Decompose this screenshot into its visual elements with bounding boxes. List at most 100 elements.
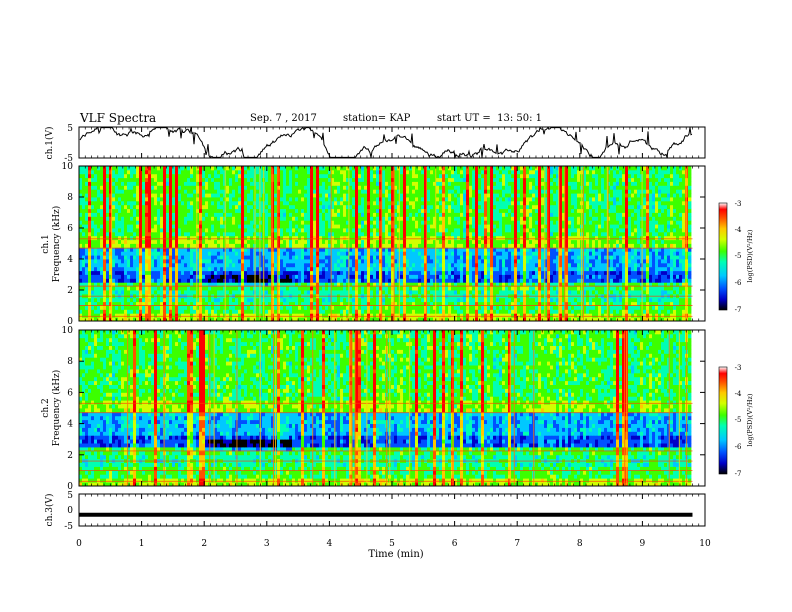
spectrogram-cell — [325, 309, 329, 314]
spectrogram-cell — [238, 305, 242, 310]
spectrogram-cell — [364, 255, 368, 260]
spectrogram-cell — [241, 278, 245, 283]
spectrogram-cell — [553, 305, 557, 310]
spectrogram-cell — [307, 251, 311, 256]
spectrogram-cell — [280, 266, 284, 272]
spectrogram-cell — [178, 317, 182, 322]
spectrogram-cell — [682, 259, 686, 264]
spectrogram-cell — [661, 235, 665, 241]
spectrogram-cell — [568, 286, 572, 291]
spectrogram-cell — [115, 286, 119, 291]
spectrogram-cell — [94, 274, 98, 279]
spectrogram-cell — [193, 239, 197, 244]
spectrogram-cell — [145, 255, 149, 260]
spectrogram-cell — [421, 282, 425, 287]
spectrogram-cell — [247, 228, 251, 233]
spectrogram-cell — [163, 286, 167, 291]
spectrogram-cell — [256, 313, 260, 318]
spectrogram-cell — [469, 305, 473, 310]
spectrogram-cell — [292, 274, 296, 279]
spectrogram-cell — [355, 270, 359, 275]
spectrogram-cell — [523, 259, 527, 264]
spectrogram-cell — [334, 305, 338, 310]
spectrogram-cell — [220, 301, 224, 306]
spectrogram-cell — [355, 278, 359, 283]
spectrogram-cell — [325, 278, 329, 283]
spectrogram-cell — [346, 262, 350, 268]
spectrogram-cell — [520, 278, 524, 283]
spectrogram-cell — [334, 239, 338, 244]
spectrogram-cell — [172, 266, 176, 272]
spectrogram-cell — [121, 305, 125, 310]
spectrogram-cell — [151, 286, 155, 291]
spectrogram-cell — [586, 286, 590, 291]
spectrogram-cell — [310, 309, 314, 314]
spectrogram-cell — [550, 274, 554, 279]
spectrogram-cell — [553, 251, 557, 256]
spectrogram-cell — [667, 297, 671, 303]
spectrogram-cell — [154, 251, 158, 256]
spectrogram-cell — [577, 266, 581, 272]
spectrogram-cell — [187, 301, 191, 306]
spectrogram-cell — [202, 297, 206, 303]
spectrogram-cell — [487, 255, 491, 260]
spectrogram-cell — [271, 309, 275, 314]
spectrogram-cell — [415, 309, 419, 314]
spectrogram-cell — [343, 270, 347, 275]
spectrogram-cell — [490, 305, 494, 310]
spectrogram-cell — [235, 305, 239, 310]
spectrogram-cell — [670, 235, 674, 241]
spectrogram-cell — [478, 286, 482, 291]
spectrogram-cell — [541, 282, 545, 287]
spectrogram-cell — [292, 286, 296, 291]
spectrogram-cell — [373, 309, 377, 314]
spectrogram-cell — [115, 301, 119, 306]
spectrogram-cell — [418, 313, 422, 318]
spectrogram-cell — [568, 317, 572, 322]
spectrogram-cell — [529, 278, 533, 283]
spectrogram-cell — [187, 282, 191, 287]
spectrogram-cell — [682, 243, 686, 248]
spectrogram-cell — [625, 243, 629, 248]
spectrogram-cell — [343, 243, 347, 248]
spectrogram-cell — [295, 255, 299, 260]
spectrogram-cell — [604, 286, 608, 291]
spectrogram-cell — [448, 286, 452, 291]
spectrogram-cell — [316, 290, 320, 295]
spectrogram-cell — [526, 317, 530, 322]
spectrogram-cell — [469, 259, 473, 264]
spectrogram-cell — [631, 239, 635, 244]
spectrogram-cell — [574, 235, 578, 241]
spectrogram-cell — [535, 301, 539, 306]
spectrogram-cell — [505, 255, 509, 260]
spectrogram-cell — [88, 286, 92, 291]
spectrogram-cell — [283, 266, 287, 272]
spectrogram-cell — [259, 313, 263, 318]
spectrogram-cell — [373, 297, 377, 303]
spectrogram-cell — [382, 243, 386, 248]
spectrogram-cell — [490, 301, 494, 306]
spectrogram-cell — [427, 313, 431, 318]
spectrogram-cell — [184, 313, 188, 318]
spectrogram-cell — [196, 270, 200, 275]
spectrogram-cell — [274, 259, 278, 264]
spectrogram-cell — [562, 266, 566, 272]
spectrogram-cell — [136, 317, 140, 322]
spectrogram-cell — [610, 297, 614, 303]
spectrogram-cell — [577, 305, 581, 310]
spectrogram-cell — [130, 286, 134, 291]
spectrogram-cell — [178, 290, 182, 295]
spectrogram-cell — [166, 262, 170, 268]
spectrogram-cell — [214, 235, 218, 241]
spectrogram-cell — [304, 274, 308, 279]
spectrogram-cell — [310, 301, 314, 306]
spectrogram-cell — [583, 278, 587, 283]
spectrogram-cell — [454, 282, 458, 287]
spectrogram-cell — [211, 239, 215, 244]
spectrogram-cell — [628, 282, 632, 287]
spectrogram-cell — [562, 274, 566, 279]
spectrogram-cell — [661, 278, 665, 283]
spectrogram-cell — [256, 305, 260, 310]
spectrogram-cell — [88, 235, 92, 241]
spectrogram-cell — [121, 282, 125, 287]
